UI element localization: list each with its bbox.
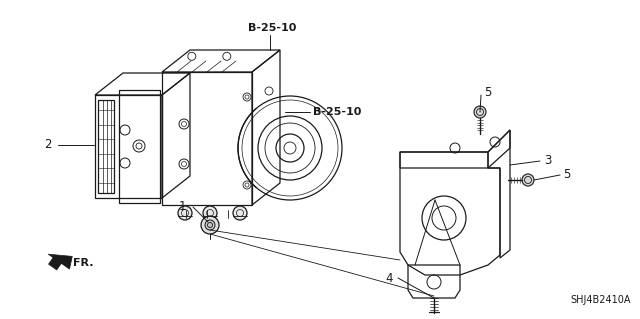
Text: B-25-10: B-25-10 — [313, 107, 362, 117]
Polygon shape — [48, 254, 72, 270]
Text: 5: 5 — [563, 168, 570, 182]
Text: 2: 2 — [45, 138, 52, 152]
Text: 3: 3 — [544, 154, 552, 167]
Circle shape — [178, 206, 192, 220]
Circle shape — [205, 220, 215, 230]
Text: 5: 5 — [484, 86, 492, 100]
Circle shape — [201, 216, 219, 234]
Circle shape — [233, 206, 247, 220]
Circle shape — [203, 206, 217, 220]
Text: B-25-10: B-25-10 — [248, 23, 296, 33]
Text: SHJ4B2410A: SHJ4B2410A — [570, 295, 630, 305]
Circle shape — [474, 106, 486, 118]
Text: 4: 4 — [385, 271, 393, 285]
Text: FR.: FR. — [73, 258, 93, 268]
Text: 1: 1 — [179, 201, 186, 213]
Circle shape — [522, 174, 534, 186]
